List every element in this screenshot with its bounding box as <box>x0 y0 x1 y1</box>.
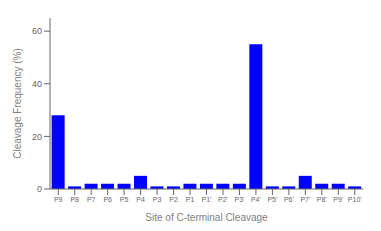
svg-text:P4: P4 <box>136 196 145 203</box>
svg-text:60: 60 <box>32 26 42 36</box>
svg-text:P7': P7' <box>300 196 310 203</box>
svg-text:P10': P10' <box>348 196 362 203</box>
svg-text:P2: P2 <box>169 196 178 203</box>
svg-text:P4': P4' <box>251 196 261 203</box>
svg-text:P6': P6' <box>284 196 294 203</box>
svg-text:P9: P9 <box>54 196 63 203</box>
svg-text:P7: P7 <box>87 196 96 203</box>
svg-text:Site of C-terminal Cleavage: Site of C-terminal Cleavage <box>145 212 268 223</box>
svg-text:P8': P8' <box>317 196 327 203</box>
svg-text:P6: P6 <box>103 196 112 203</box>
svg-text:P2': P2' <box>218 196 228 203</box>
svg-text:P3': P3' <box>234 196 244 203</box>
svg-text:40: 40 <box>32 79 42 89</box>
svg-text:P1: P1 <box>186 196 195 203</box>
svg-text:P9': P9' <box>333 196 343 203</box>
svg-text:Cleavage Frequency (%): Cleavage Frequency (%) <box>12 48 23 159</box>
svg-text:0: 0 <box>37 184 42 194</box>
svg-text:20: 20 <box>32 132 42 142</box>
svg-text:P8: P8 <box>70 196 79 203</box>
svg-text:P5': P5' <box>267 196 277 203</box>
svg-text:P1': P1' <box>202 196 212 203</box>
svg-text:P3: P3 <box>153 196 162 203</box>
svg-text:P5: P5 <box>120 196 129 203</box>
